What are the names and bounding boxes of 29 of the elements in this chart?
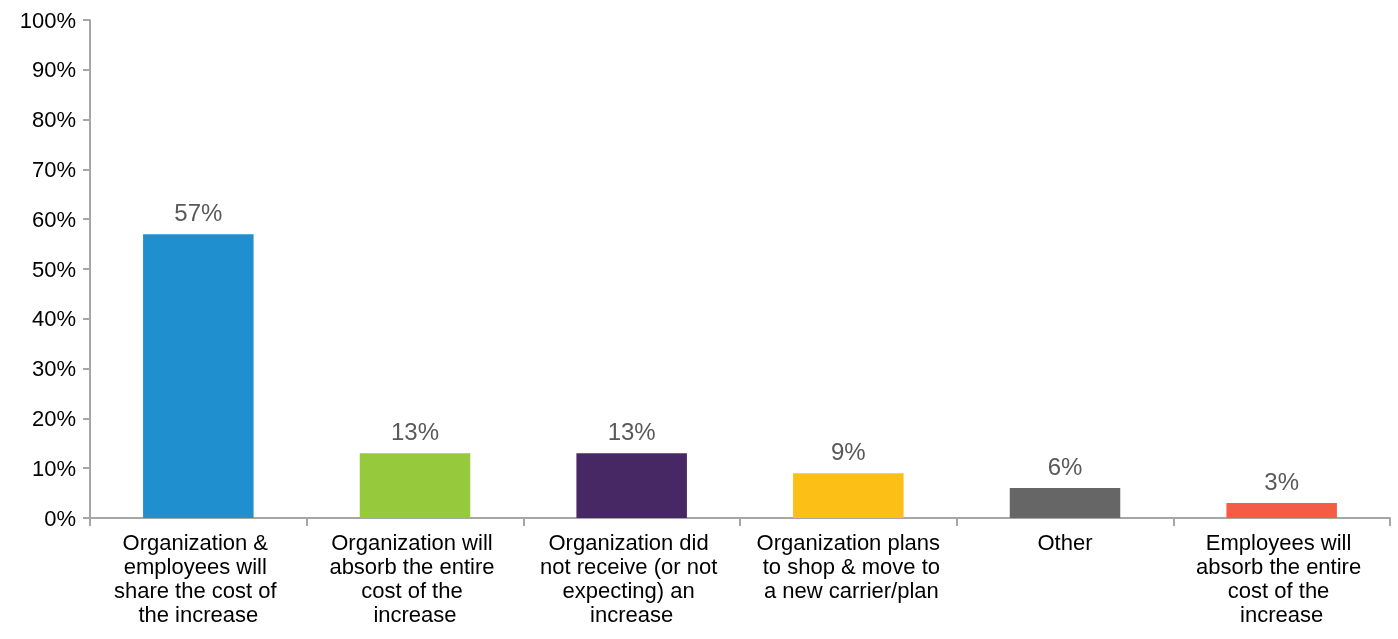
data-label: 9% — [830, 437, 866, 465]
x-tick-label: Organization & employees will share the cost of the increase — [113, 529, 283, 627]
y-tick-label: 80% — [31, 107, 76, 133]
y-tick-label: 70% — [31, 156, 76, 182]
data-label: 13% — [607, 417, 656, 445]
y-tick-label: 90% — [31, 57, 76, 83]
y-tick-label: 10% — [31, 455, 76, 481]
y-tick-label: 20% — [31, 405, 76, 431]
bar — [1226, 503, 1337, 518]
x-tick-label: Organization will absorb the entire cost of the increase — [329, 529, 501, 627]
data-label: 3% — [1264, 467, 1300, 495]
x-tick-label: Other — [1037, 529, 1093, 555]
bar — [793, 473, 904, 518]
y-tick-label: 40% — [31, 306, 76, 332]
x-tick-label: Organization plans to shop & move to a new carrier/plan — [756, 529, 941, 603]
y-tick-label: 30% — [31, 356, 76, 382]
bar — [576, 453, 687, 518]
y-tick-label: 100% — [19, 7, 76, 33]
y-tick-label: 60% — [31, 206, 76, 232]
data-label: 13% — [390, 417, 440, 445]
data-label: 57% — [174, 198, 223, 226]
bar — [359, 453, 471, 518]
data-label: 6% — [1047, 452, 1083, 480]
bar — [1009, 488, 1121, 518]
y-tick-label: 50% — [31, 256, 76, 282]
x-tick-label: Employees will absorb the entire cost of the increase — [1196, 529, 1368, 627]
x-tick-label: Organization did not receive (or not expecting) an increase — [539, 529, 724, 627]
bar — [143, 234, 254, 518]
y-tick-label: 0% — [44, 505, 76, 531]
